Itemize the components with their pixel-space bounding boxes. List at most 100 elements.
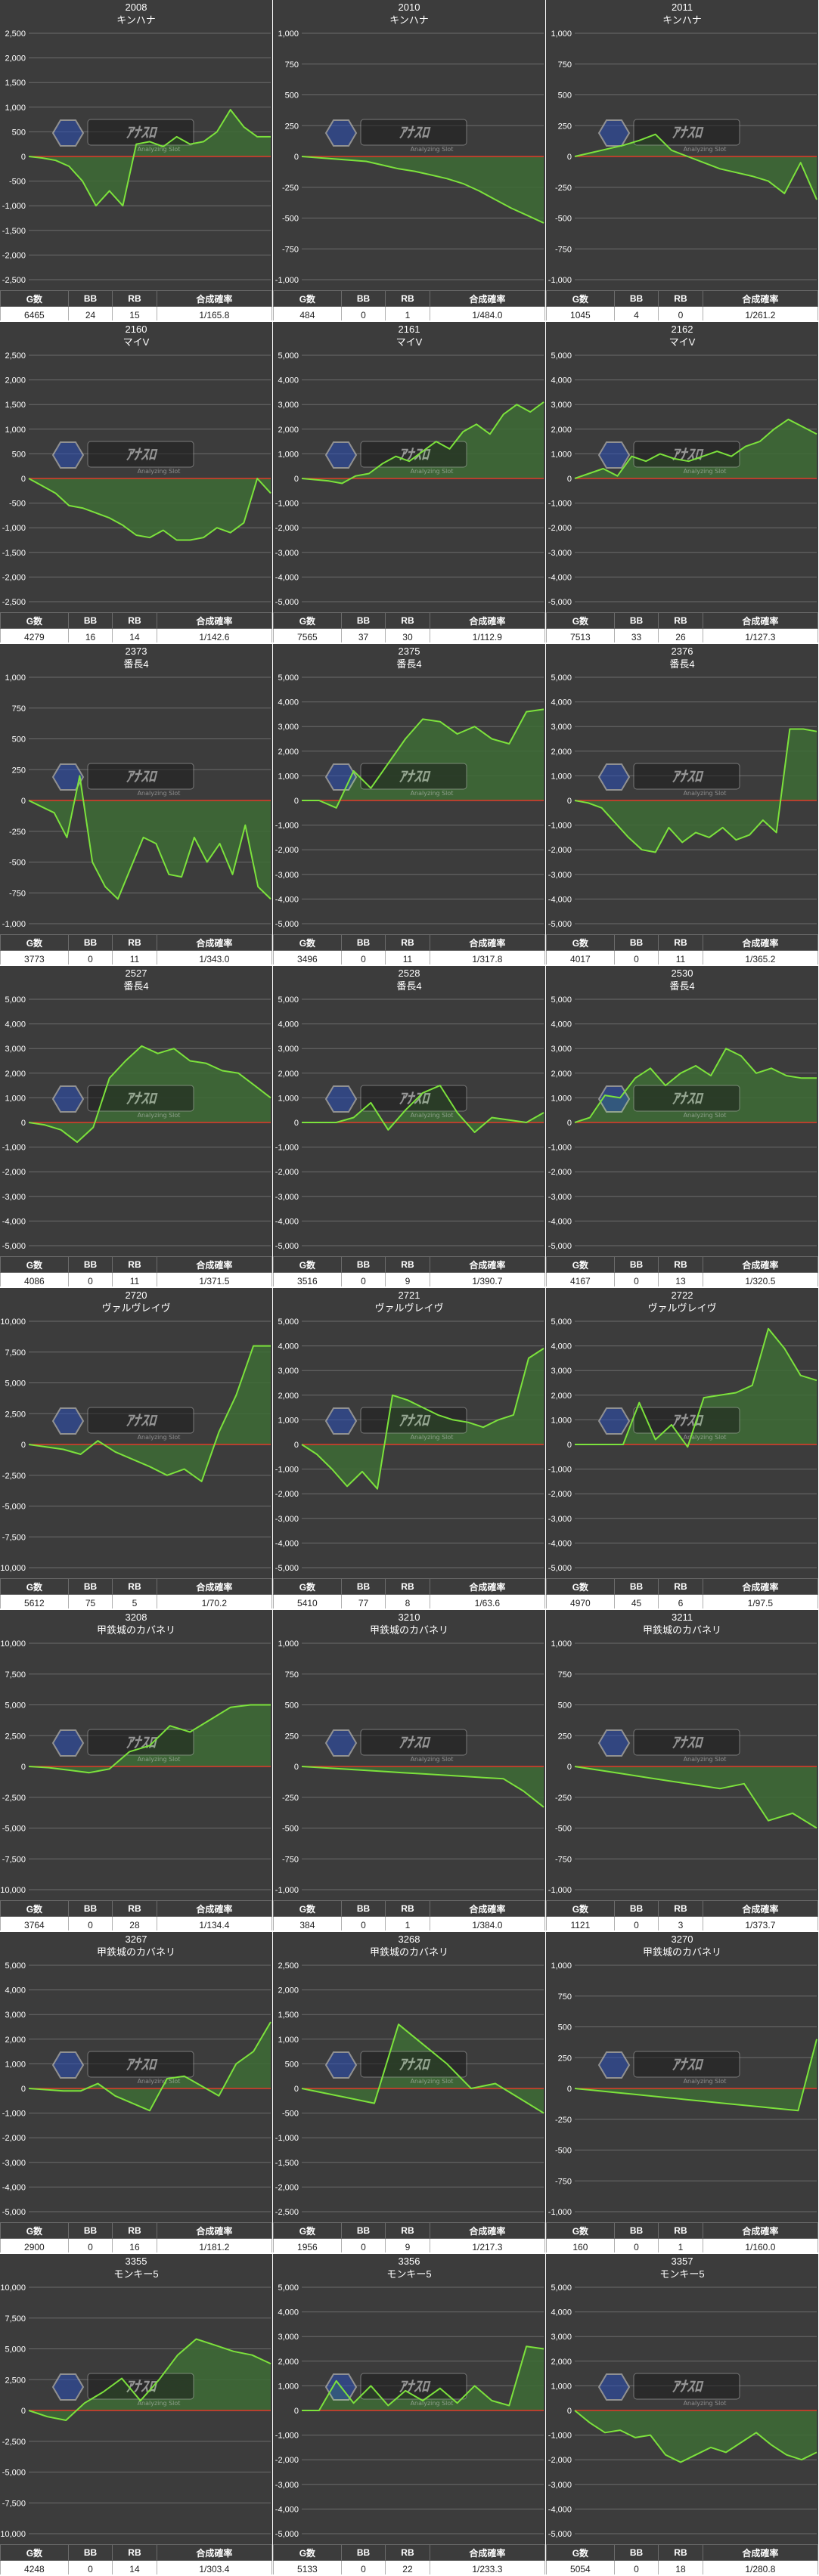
chart-plot: 10,000 7,500 5,000 2,500 0 -2,500 -5,000 -7,500… bbox=[0, 1639, 271, 1895]
stats-header-bb: BB bbox=[613, 1578, 659, 1595]
stats-value-rb: 0 bbox=[658, 306, 703, 320]
y-tick-label: 10,000 bbox=[0, 2283, 26, 2293]
stats-header-bb: BB bbox=[613, 2544, 659, 2561]
y-tick-label: -250 bbox=[555, 2116, 572, 2125]
y-tick-label: 250 bbox=[12, 766, 26, 775]
stats-value-g: 3516 bbox=[273, 1272, 342, 1286]
y-tick-label: 10,000 bbox=[0, 1639, 26, 1649]
y-tick-label: 0 bbox=[294, 475, 299, 484]
y-tick-label: 500 bbox=[12, 450, 26, 459]
y-tick-label: -2,000 bbox=[275, 2183, 299, 2192]
y-tick-label: 4,000 bbox=[551, 1342, 572, 1351]
y-tick-label: -2,000 bbox=[275, 1490, 299, 1499]
y-tick-label: 0 bbox=[567, 475, 572, 484]
stats-value-prob: 1/365.2 bbox=[702, 950, 818, 964]
stats-table: G数 BB RB 合成確率 1045 4 0 1/261.2 bbox=[546, 290, 818, 320]
y-tick-label: 2,000 bbox=[278, 1392, 299, 1401]
chart-title: 2008 bbox=[125, 2, 147, 13]
stats-value-rb: 28 bbox=[112, 1916, 157, 1930]
y-tick-label: 2,500 bbox=[5, 2376, 26, 2385]
chart-subtitle: キンハナ bbox=[116, 14, 156, 26]
y-tick-label: -500 bbox=[282, 215, 299, 224]
chart-title: 3355 bbox=[125, 2256, 147, 2267]
y-tick-label: -3,000 bbox=[548, 1515, 572, 1524]
y-tick-label: -2,500 bbox=[2, 598, 26, 607]
stats-header-bb: BB bbox=[67, 2544, 113, 2561]
y-tick-label: 0 bbox=[567, 1119, 572, 1128]
chart-panel-3356: 3356 モンキー5 5,000 4,000 3,000 2,000 1,000 0 -1,00… bbox=[273, 2254, 545, 2574]
y-tick-label: 7,500 bbox=[5, 2314, 26, 2324]
chart-title: 2721 bbox=[398, 1290, 420, 1301]
y-tick-label: -1,000 bbox=[275, 1886, 299, 1895]
y-tick-label: -7,500 bbox=[2, 2499, 26, 2508]
y-tick-label: 4,000 bbox=[278, 1342, 299, 1351]
y-tick-label: -4,000 bbox=[2, 1217, 26, 1226]
svg-text:Analyzing Slot: Analyzing Slot bbox=[411, 468, 454, 475]
svg-text:ｱﾅｽﾛ: ｱﾅｽﾛ bbox=[672, 123, 704, 141]
y-tick-label: -750 bbox=[555, 2177, 572, 2186]
y-tick-label: -3,000 bbox=[275, 871, 299, 880]
y-tick-label: 2,000 bbox=[278, 1070, 299, 1079]
stats-value-rb: 22 bbox=[385, 2560, 430, 2574]
y-tick-label: -7,500 bbox=[2, 1855, 26, 1864]
y-tick-label: 1,000 bbox=[5, 1094, 26, 1103]
y-tick-label: 5,000 bbox=[278, 2283, 299, 2293]
y-tick-label: -1,000 bbox=[275, 2432, 299, 2441]
stats-value-g: 5054 bbox=[546, 2560, 615, 2574]
y-tick-label: -5,000 bbox=[275, 598, 299, 607]
svg-text:Analyzing Slot: Analyzing Slot bbox=[138, 790, 181, 797]
chart-subtitle: ヴァルヴレイヴ bbox=[101, 1302, 171, 1314]
svg-text:Analyzing Slot: Analyzing Slot bbox=[411, 1434, 454, 1441]
stats-header-prob: 合成確率 bbox=[156, 612, 272, 629]
stats-value-g: 1045 bbox=[546, 306, 615, 320]
y-tick-label: -500 bbox=[555, 1825, 572, 1834]
y-tick-label: 3,000 bbox=[551, 1367, 572, 1376]
stats-value-g: 1956 bbox=[273, 2238, 342, 2252]
y-tick-label: 1,000 bbox=[278, 772, 299, 781]
svg-text:Analyzing Slot: Analyzing Slot bbox=[684, 1756, 727, 1763]
y-tick-label: 3,000 bbox=[551, 1045, 572, 1054]
svg-text:ｱﾅｽﾛ: ｱﾅｽﾛ bbox=[672, 2377, 704, 2395]
svg-text:Analyzing Slot: Analyzing Slot bbox=[138, 1756, 181, 1763]
svg-text:Analyzing Slot: Analyzing Slot bbox=[411, 2400, 454, 2407]
chart-panel-2722: 2722 ヴァルヴレイヴ 5,000 4,000 3,000 2,000 1,000 0 -1,… bbox=[546, 1288, 818, 1608]
y-tick-label: -1,000 bbox=[2, 1144, 26, 1153]
svg-text:Analyzing Slot: Analyzing Slot bbox=[138, 468, 181, 475]
y-tick-label: -1,500 bbox=[2, 227, 26, 236]
stats-table: G数 BB RB 合成確率 2900 0 16 1/181.2 bbox=[0, 2222, 272, 2252]
y-tick-label: 500 bbox=[558, 2023, 572, 2033]
stats-value-g: 4248 bbox=[0, 2560, 69, 2574]
y-tick-label: -5,000 bbox=[2, 1242, 26, 1251]
stats-value-bb: 24 bbox=[67, 306, 113, 320]
stats-value-prob: 1/217.3 bbox=[429, 2238, 545, 2252]
y-tick-label: -2,000 bbox=[2, 2134, 26, 2143]
chart-plot: 10,000 7,500 5,000 2,500 0 -2,500 -5,000 -7,500… bbox=[0, 2283, 271, 2539]
y-tick-label: 500 bbox=[558, 91, 572, 101]
y-tick-label: 2,000 bbox=[551, 1392, 572, 1401]
stats-value-rb: 30 bbox=[385, 628, 430, 642]
stats-value-g: 384 bbox=[273, 1916, 342, 1930]
y-tick-label: -500 bbox=[555, 215, 572, 224]
y-tick-label: 5,000 bbox=[5, 1379, 26, 1389]
y-tick-label: -2,000 bbox=[275, 846, 299, 855]
y-tick-label: 4,000 bbox=[5, 1020, 26, 1029]
stats-value-rb: 5 bbox=[112, 1594, 157, 1608]
stats-value-prob: 1/97.5 bbox=[702, 1594, 818, 1608]
svg-text:ｱﾅｽﾛ: ｱﾅｽﾛ bbox=[672, 767, 704, 785]
stats-value-prob: 1/317.8 bbox=[429, 950, 545, 964]
y-tick-label: 3,000 bbox=[278, 2333, 299, 2342]
chart-title: 2375 bbox=[398, 646, 420, 657]
svg-text:ｱﾅｽﾛ: ｱﾅｽﾛ bbox=[126, 1411, 158, 1429]
stats-value-rb: 11 bbox=[658, 950, 703, 964]
y-tick-label: -3,000 bbox=[2, 2159, 26, 2168]
stats-header-g: G数 bbox=[273, 1578, 342, 1595]
stats-header-g: G数 bbox=[0, 934, 69, 951]
y-tick-label: -1,000 bbox=[275, 822, 299, 831]
y-tick-label: 0 bbox=[294, 1119, 299, 1128]
y-tick-label: -4,000 bbox=[548, 573, 572, 582]
